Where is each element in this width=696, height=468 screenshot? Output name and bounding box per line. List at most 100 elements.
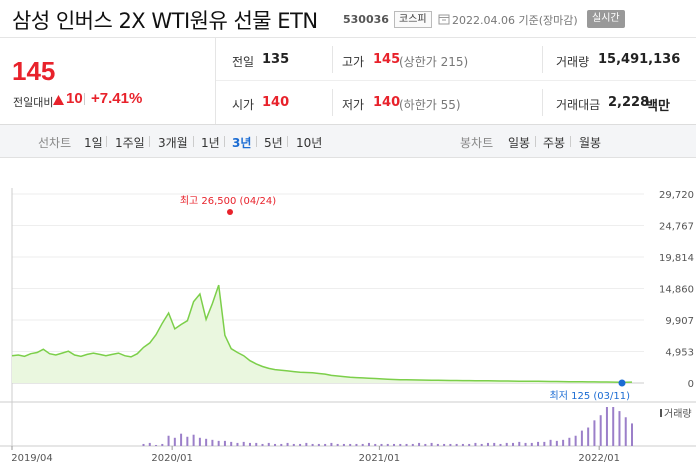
volume-bar bbox=[631, 423, 633, 446]
price-chart[interactable]: 29,720 24,767 19,814 14,860 9,907 4,953 0 2019… bbox=[0, 158, 696, 468]
volume-bars bbox=[142, 407, 633, 446]
upper-limit: (상한가 215) bbox=[399, 55, 469, 69]
stat-label: 저가 bbox=[342, 98, 365, 112]
candle-chart-label: 봉차트 bbox=[460, 136, 494, 150]
period-10y[interactable]: 10년 bbox=[296, 136, 323, 150]
max-label: 최고 26,500 (04/24) bbox=[180, 195, 276, 207]
reference-date: 2022.04.06 기준(장마감) bbox=[452, 14, 578, 27]
y-tick-label: 19,814 bbox=[659, 253, 694, 264]
volume-bar bbox=[192, 434, 195, 446]
current-price: 145 bbox=[12, 56, 56, 86]
volume-bar bbox=[367, 442, 370, 446]
stock-header: 삼성 인버스 2X WTI원유 선물 ETN 530036 코스피 2022.0… bbox=[0, 0, 696, 38]
period-1w[interactable]: 1주일 bbox=[115, 136, 145, 150]
stats-row-2: 시가 140 저가 140 (하한가 55) 거래대금 2,228 백만 bbox=[216, 81, 696, 124]
volume-bar bbox=[173, 437, 176, 446]
min-label: 최저 125 (03/11) bbox=[550, 390, 631, 402]
period-1d[interactable]: 1일 bbox=[84, 136, 103, 150]
stat-label: 고가 bbox=[342, 55, 365, 69]
y-tick-label: 0 bbox=[688, 379, 694, 390]
stat-high: 고가 145 (상한가 215) bbox=[342, 38, 542, 81]
volume-bar bbox=[155, 444, 158, 446]
stat-prev-close: 전일 135 bbox=[232, 38, 342, 81]
volume-bar bbox=[336, 443, 339, 446]
stock-title: 삼성 인버스 2X WTI원유 선물 ETN bbox=[12, 9, 318, 33]
volume-bar bbox=[361, 443, 364, 446]
candle-monthly[interactable]: 월봉 bbox=[579, 136, 602, 150]
volume-bar bbox=[211, 439, 214, 446]
period-3m[interactable]: 3개월 bbox=[158, 136, 188, 150]
candle-daily[interactable]: 일봉 bbox=[508, 136, 531, 150]
volume-bar bbox=[167, 435, 170, 446]
x-tick-label: 2020/01 bbox=[151, 453, 193, 464]
stat-label: 시가 bbox=[232, 98, 255, 112]
y-tick-label: 29,720 bbox=[659, 190, 694, 201]
volume-bar bbox=[461, 443, 464, 446]
volume-bar bbox=[142, 443, 145, 446]
period-1y[interactable]: 1년 bbox=[201, 136, 220, 150]
volume-bar bbox=[612, 407, 615, 446]
period-bar: 선차트 1일 1주일 3개월 1년 3년 5년 10년 봉차트 일봉 주봉 월봉 bbox=[0, 125, 696, 158]
divider bbox=[535, 136, 536, 147]
candle-weekly[interactable]: 주봉 bbox=[543, 136, 566, 150]
x-tick-label: 2021/01 bbox=[359, 453, 401, 464]
volume-bar bbox=[393, 443, 396, 446]
volume-bar bbox=[148, 442, 151, 446]
divider bbox=[224, 136, 225, 147]
volume-bar bbox=[580, 430, 583, 446]
volume-bar bbox=[449, 443, 452, 446]
volume-bar bbox=[618, 411, 621, 446]
stat-amount: 거래대금 2,228 백만 bbox=[556, 81, 696, 124]
volume-bar bbox=[342, 443, 345, 446]
stats-row-1: 전일 135 고가 145 (상한가 215) 거래량 15,491,136 bbox=[216, 38, 696, 81]
chart-grid bbox=[0, 188, 696, 447]
volume-bar bbox=[443, 443, 446, 446]
volume-bar bbox=[599, 415, 602, 446]
volume-bar bbox=[587, 427, 590, 446]
volume-bar bbox=[161, 443, 164, 446]
volume-bar bbox=[261, 443, 264, 446]
realtime-button[interactable]: 실시간 bbox=[587, 10, 625, 28]
divider bbox=[149, 136, 150, 147]
lower-limit: (하한가 55) bbox=[399, 98, 461, 112]
divider bbox=[570, 136, 571, 147]
volume-bar bbox=[468, 443, 471, 446]
line-chart-label: 선차트 bbox=[38, 136, 72, 150]
volume-legend-icon bbox=[660, 409, 662, 417]
volume-bar bbox=[286, 442, 289, 446]
volume-bar bbox=[305, 442, 308, 446]
price-box: 145 전일대비 10 +7.41% bbox=[0, 38, 216, 124]
stat-value: 15,491,136 bbox=[598, 52, 681, 67]
stat-label: 전일 bbox=[232, 55, 255, 69]
period-5y[interactable]: 5년 bbox=[264, 136, 283, 150]
volume-bar bbox=[299, 443, 302, 446]
volume-bar bbox=[311, 443, 314, 446]
volume-bar bbox=[324, 443, 327, 446]
divider bbox=[332, 46, 333, 73]
volume-bar bbox=[317, 443, 320, 446]
divider bbox=[193, 136, 194, 147]
volume-bar bbox=[543, 441, 546, 446]
y-tick-label: 4,953 bbox=[665, 348, 694, 359]
divider bbox=[106, 136, 107, 147]
volume-bar bbox=[480, 443, 483, 446]
change-rate: +7.41% bbox=[91, 90, 143, 107]
volume-bar bbox=[593, 420, 596, 446]
volume-bar bbox=[386, 443, 389, 446]
stat-value: 140 bbox=[262, 95, 290, 110]
volume-bar bbox=[512, 442, 515, 446]
volume-bar bbox=[549, 439, 552, 446]
divider bbox=[542, 46, 543, 73]
volume-bar bbox=[399, 443, 402, 446]
volume-bar bbox=[267, 442, 270, 446]
divider bbox=[84, 93, 85, 105]
period-3y[interactable]: 3년 bbox=[232, 136, 252, 150]
volume-bar bbox=[555, 440, 558, 446]
volume-bar bbox=[524, 442, 527, 446]
price-area bbox=[12, 285, 632, 383]
stat-value: 145 bbox=[373, 52, 401, 67]
stat-low: 저가 140 (하한가 55) bbox=[342, 81, 542, 124]
stat-volume: 거래량 15,491,136 bbox=[556, 38, 696, 81]
volume-bar bbox=[424, 443, 427, 446]
volume-bar bbox=[505, 442, 508, 446]
